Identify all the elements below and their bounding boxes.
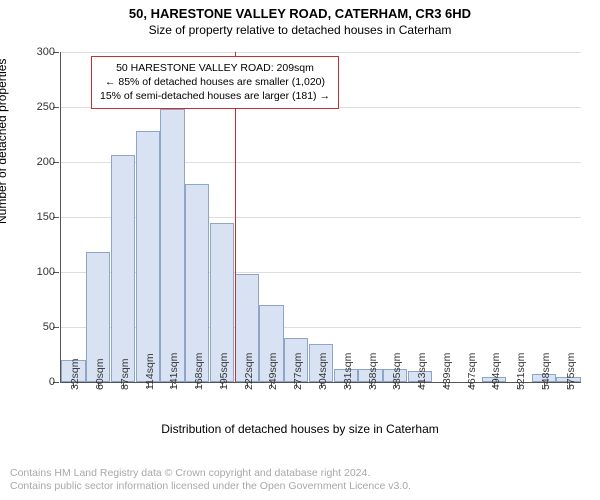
info-box-line: ← 85% of detached houses are smaller (1,…: [100, 75, 330, 89]
y-tick-label: 0: [15, 376, 55, 388]
bar: [111, 155, 135, 382]
y-tick-label: 200: [15, 156, 55, 168]
bar: [136, 131, 160, 382]
y-tick-label: 250: [15, 101, 55, 113]
y-tick-label: 100: [15, 266, 55, 278]
y-axis-label: Number of detached properties: [0, 59, 9, 224]
chart-container: 50, HARESTONE VALLEY ROAD, CATERHAM, CR3…: [0, 0, 600, 500]
chart-area: Number of detached properties 0501001502…: [0, 42, 600, 440]
y-tick-label: 50: [15, 321, 55, 333]
chart-title: 50, HARESTONE VALLEY ROAD, CATERHAM, CR3…: [0, 0, 600, 21]
info-box-line: 15% of semi-detached houses are larger (…: [100, 89, 330, 103]
x-axis-label: Distribution of detached houses by size …: [0, 422, 600, 436]
plot-area: 05010015020025030032sqm60sqm87sqm114sqm1…: [60, 52, 581, 383]
footer-attribution: Contains HM Land Registry data © Crown c…: [10, 467, 411, 494]
chart-subtitle: Size of property relative to detached ho…: [0, 21, 600, 37]
grid-line: [61, 52, 581, 53]
footer-line-1: Contains HM Land Registry data © Crown c…: [10, 467, 411, 481]
bar: [160, 109, 184, 382]
reference-info-box: 50 HARESTONE VALLEY ROAD: 209sqm← 85% of…: [91, 56, 339, 109]
info-box-line: 50 HARESTONE VALLEY ROAD: 209sqm: [100, 61, 330, 75]
footer-line-2: Contains public sector information licen…: [10, 480, 411, 494]
y-tick-label: 300: [15, 46, 55, 58]
y-tick-label: 150: [15, 211, 55, 223]
